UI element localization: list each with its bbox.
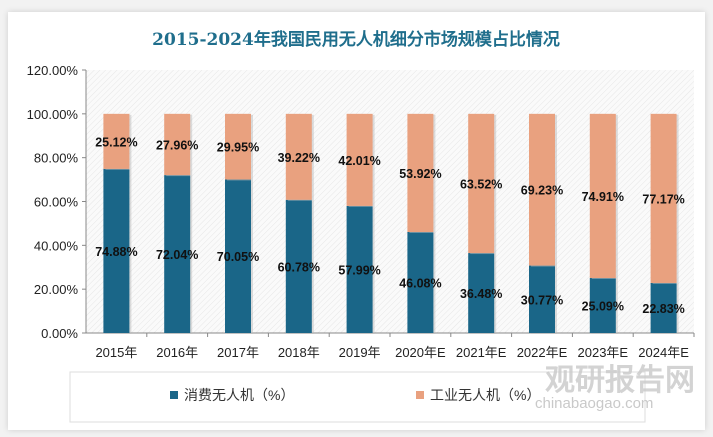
- bar-consumer: [285, 199, 312, 333]
- legend: [69, 371, 646, 423]
- data-label: 63.52%: [460, 177, 502, 191]
- legend-swatch-consumer: [170, 391, 178, 399]
- bar-industrial: [346, 113, 373, 206]
- legend-swatch-industrial: [416, 391, 424, 399]
- bar-industrial: [650, 113, 677, 283]
- data-label: 77.17%: [642, 192, 684, 206]
- y-tick-label: 20.00%: [34, 282, 79, 297]
- y-tick-label: 40.00%: [34, 238, 79, 253]
- watermark-logo-text: 观研报告网: [545, 364, 695, 397]
- bar-consumer: [529, 265, 555, 333]
- x-tick-label: 2023年E: [578, 345, 629, 360]
- bar-consumer: [103, 168, 130, 333]
- data-label: 42.01%: [338, 154, 380, 168]
- bar-industrial: [103, 113, 130, 169]
- bar-industrial: [529, 113, 555, 266]
- bar-industrial: [468, 113, 495, 254]
- bar-industrial: [407, 113, 434, 233]
- data-label: 74.91%: [582, 190, 624, 204]
- data-label: 29.95%: [217, 141, 259, 155]
- data-label: 25.09%: [582, 300, 624, 314]
- y-tick-label: 120.00%: [27, 63, 79, 78]
- x-tick-label: 2020年E: [395, 345, 446, 360]
- x-tick-label: 2024年E: [638, 345, 689, 360]
- bar-industrial: [285, 113, 312, 200]
- data-label: 25.12%: [95, 135, 137, 149]
- y-tick-label: 80.00%: [34, 151, 79, 166]
- data-label: 70.05%: [217, 250, 259, 264]
- watermark-url: chinabaogao.com: [535, 395, 653, 412]
- data-label: 69.23%: [521, 184, 563, 198]
- data-label: 36.48%: [460, 287, 502, 301]
- data-label: 57.99%: [338, 263, 380, 277]
- y-tick-label: 100.00%: [27, 107, 79, 122]
- x-tick-label: 2021年E: [456, 345, 507, 360]
- data-label: 60.78%: [278, 260, 320, 274]
- x-tick-label: 2019年: [339, 345, 381, 360]
- y-tick-label: 60.00%: [34, 195, 79, 210]
- legend-label-industrial: 工业无人机（%）: [430, 387, 540, 403]
- data-label: 22.83%: [642, 302, 684, 316]
- bar-consumer: [164, 175, 191, 333]
- data-label: 27.96%: [156, 138, 198, 152]
- bar-consumer: [346, 205, 373, 333]
- data-label: 39.22%: [278, 151, 320, 165]
- bar-consumer: [589, 278, 616, 333]
- bar-industrial: [225, 113, 251, 180]
- legend-label-consumer: 消费无人机（%）: [184, 387, 294, 403]
- data-label: 46.08%: [399, 277, 441, 291]
- data-label: 72.04%: [156, 248, 198, 262]
- bar-industrial: [589, 113, 616, 279]
- x-tick-label: 2022年E: [517, 345, 568, 360]
- bar-consumer: [225, 179, 251, 333]
- bar-industrial: [164, 113, 191, 176]
- data-label: 53.92%: [399, 167, 441, 181]
- y-tick-label: 0.00%: [41, 326, 78, 341]
- data-label: 30.77%: [521, 293, 563, 307]
- bar-consumer: [407, 232, 434, 333]
- chart-title: 2015-2024年我国民用无人机细分市场规模占比情况: [152, 29, 560, 50]
- x-tick-label: 2016年: [156, 345, 198, 360]
- bar-consumer: [650, 282, 677, 333]
- x-tick-label: 2017年: [217, 345, 259, 360]
- data-label: 74.88%: [95, 245, 137, 259]
- x-tick-label: 2018年: [278, 345, 320, 360]
- bar-consumer: [468, 253, 495, 333]
- x-tick-label: 2015年: [95, 345, 137, 360]
